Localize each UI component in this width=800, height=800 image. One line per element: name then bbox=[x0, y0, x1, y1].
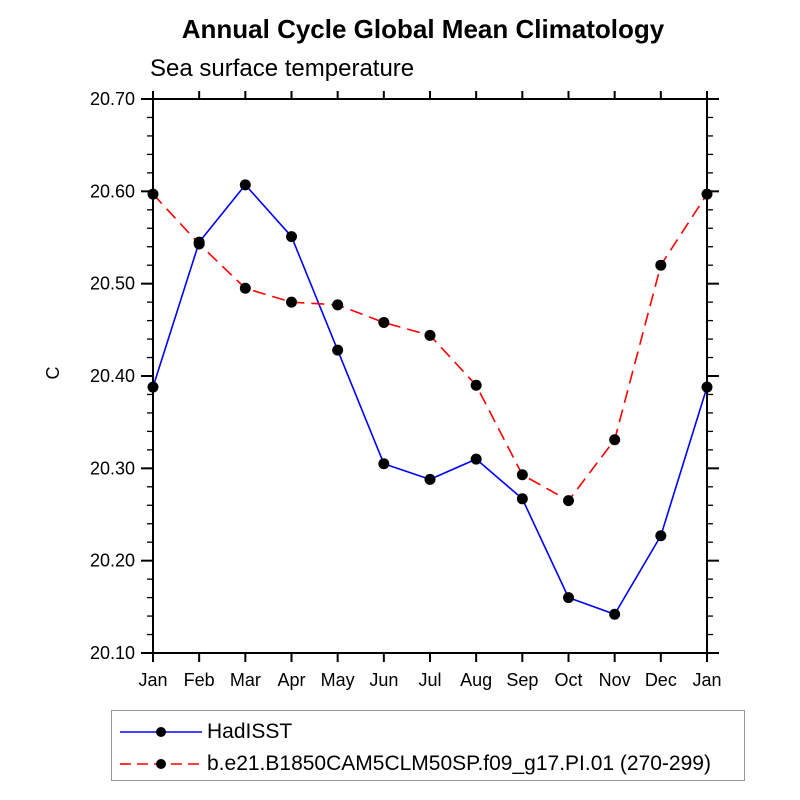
x-tick-label: Apr bbox=[277, 670, 305, 690]
data-point-0 bbox=[424, 473, 436, 485]
x-tick-label: Dec bbox=[645, 670, 677, 690]
data-point-1 bbox=[147, 188, 159, 200]
data-point-1 bbox=[286, 296, 297, 308]
data-point-1 bbox=[516, 469, 528, 481]
legend-box: HadISST b.e21.B1850CAM5CLM50SP.f09_g17.P… bbox=[111, 710, 745, 781]
x-tick-label: Nov bbox=[599, 670, 631, 690]
data-point-1 bbox=[701, 188, 713, 200]
data-point-1 bbox=[193, 238, 205, 250]
legend-label-hadisst: HadISST bbox=[207, 720, 293, 743]
data-point-0 bbox=[378, 458, 390, 470]
data-point-0 bbox=[286, 231, 297, 243]
legend-item-hadisst: HadISST bbox=[118, 720, 292, 744]
y-tick-label: 20.50 bbox=[90, 274, 135, 294]
x-tick-label: Jul bbox=[418, 670, 441, 690]
chart-title: Annual Cycle Global Mean Climatology bbox=[181, 14, 665, 44]
x-tick-label: Sep bbox=[506, 670, 538, 690]
data-point-1 bbox=[332, 299, 344, 311]
y-tick-label: 20.60 bbox=[90, 181, 135, 201]
data-point-0 bbox=[332, 344, 344, 356]
x-tick-label: Jan bbox=[692, 670, 721, 690]
data-point-0 bbox=[147, 381, 159, 393]
y-tick-label: 20.10 bbox=[90, 643, 135, 663]
legend-line-sample-dashed bbox=[120, 759, 202, 769]
data-point-1 bbox=[239, 282, 251, 294]
data-point-0 bbox=[609, 608, 621, 620]
legend-label-model: b.e21.B1850CAM5CLM50SP.f09_g17.PI.01 (27… bbox=[207, 752, 711, 775]
chart-subtitle: Sea surface temperature bbox=[150, 55, 415, 82]
data-point-0 bbox=[470, 453, 482, 465]
x-tick-label: Oct bbox=[554, 670, 582, 690]
data-point-1 bbox=[655, 259, 667, 271]
y-tick-label: 20.30 bbox=[90, 458, 135, 478]
y-tick-label: 20.40 bbox=[90, 366, 135, 386]
axis-frame bbox=[152, 98, 708, 654]
data-point-0 bbox=[655, 530, 667, 542]
data-point-1 bbox=[378, 316, 390, 328]
x-tick-label: Jun bbox=[369, 670, 398, 690]
series-line-0 bbox=[152, 183, 708, 616]
x-tick-label: Mar bbox=[230, 670, 261, 690]
x-tick-label: Aug bbox=[460, 670, 492, 690]
data-point-1 bbox=[609, 434, 621, 446]
data-point-0 bbox=[239, 179, 251, 191]
y-tick-label: 20.20 bbox=[90, 551, 135, 571]
x-tick-label: May bbox=[321, 670, 355, 690]
data-point-1 bbox=[563, 495, 574, 507]
data-point-0 bbox=[516, 493, 528, 505]
x-tick-label: Jan bbox=[138, 670, 167, 690]
legend-item-model: b.e21.B1850CAM5CLM50SP.f09_g17.PI.01 (27… bbox=[118, 752, 711, 776]
series-line-1 bbox=[152, 193, 708, 502]
data-point-1 bbox=[470, 379, 482, 391]
data-point-0 bbox=[701, 381, 713, 393]
data-point-1 bbox=[424, 329, 436, 341]
legend-line-sample-solid bbox=[120, 727, 202, 737]
data-point-0 bbox=[563, 592, 574, 604]
x-tick-label: Feb bbox=[184, 670, 215, 690]
y-tick-label: 20.70 bbox=[90, 89, 135, 109]
